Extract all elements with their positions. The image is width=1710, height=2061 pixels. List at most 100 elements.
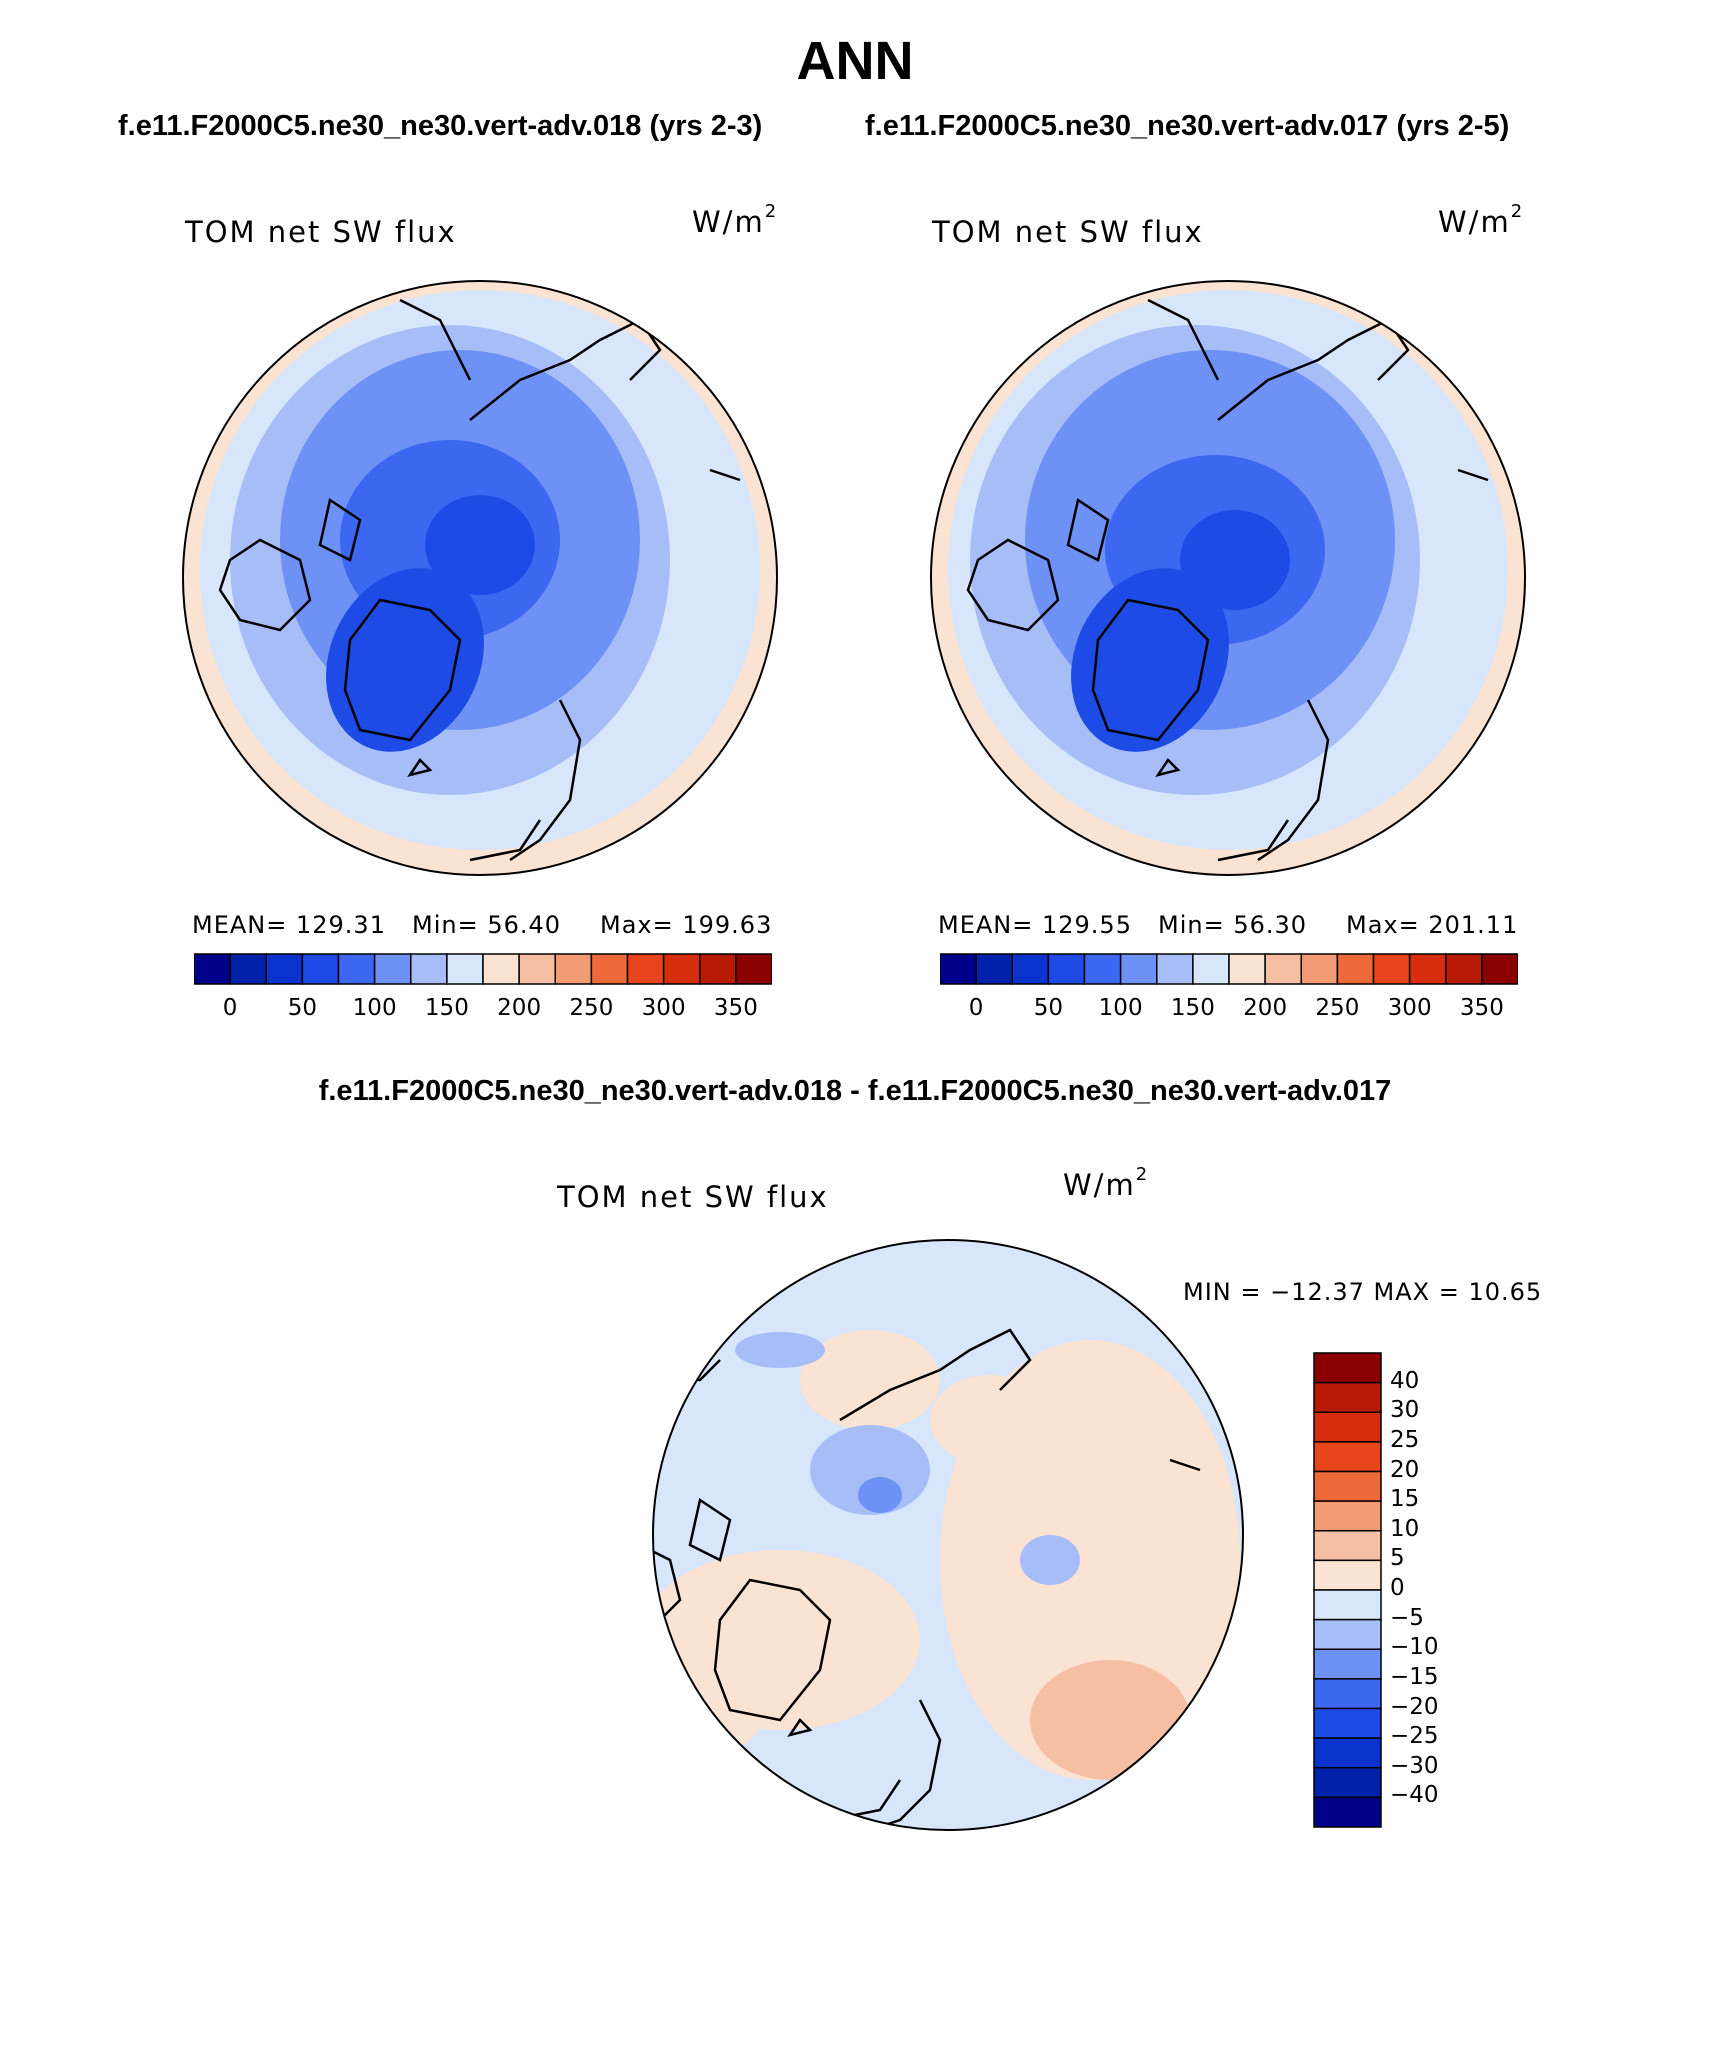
colorbar-swatch <box>1445 953 1483 985</box>
colorbar-swatch <box>1481 953 1518 985</box>
diff-colorbar-swatch <box>1313 1767 1382 1799</box>
colorbar-tick-label: 300 <box>1387 995 1432 1021</box>
colorbar-swatch <box>1083 953 1122 985</box>
diff-colorbar-swatch <box>1313 1796 1382 1828</box>
colorbar-swatch <box>446 953 484 985</box>
colorbar-tick-label: 150 <box>1170 995 1215 1021</box>
case-title-right: f.e11.F2000C5.ne30_ne30.vert-adv.017 (yr… <box>865 110 1510 142</box>
colorbar-swatch <box>1336 953 1375 985</box>
panel1-colorbar <box>194 953 772 985</box>
diff-colorbar-swatch <box>1313 1648 1382 1680</box>
diff-colorbar-tick-label: −40 <box>1390 1782 1439 1809</box>
colorbar-swatch <box>1119 953 1158 985</box>
colorbar-swatch <box>1156 953 1194 985</box>
colorbar-swatch <box>194 953 231 985</box>
case-title-left: f.e11.F2000C5.ne30_ne30.vert-adv.018 (yr… <box>118 110 763 142</box>
colorbar-tick-label: 350 <box>713 995 758 1021</box>
colorbar-swatch <box>482 953 520 985</box>
diff-colorbar-swatch <box>1313 1352 1382 1384</box>
diff-colorbar-tick-label: 10 <box>1390 1515 1420 1542</box>
colorbar-swatch <box>699 953 737 985</box>
diff-colorbar-tick-label: 0 <box>1390 1575 1405 1601</box>
panel2-colorbar <box>940 953 1518 985</box>
colorbar-tick-label: 200 <box>1243 995 1288 1021</box>
diff-colorbar-swatch <box>1313 1530 1382 1562</box>
colorbar-tick-label: 100 <box>352 995 397 1021</box>
panel1-variable-label: TOM net SW flux <box>185 215 457 249</box>
diff-colorbar-tick-label: −20 <box>1390 1693 1439 1720</box>
panel2-max: Max= 201.11 <box>1346 911 1519 939</box>
diff-colorbar-tick-label: 15 <box>1390 1486 1420 1513</box>
colorbar-swatch <box>975 953 1013 985</box>
colorbar-tick-label: 150 <box>424 995 469 1021</box>
diff-colorbar-tick-label: 40 <box>1390 1367 1420 1394</box>
colorbar-swatch <box>1264 953 1302 985</box>
diff-colorbar-swatch <box>1313 1500 1382 1532</box>
diff-colorbar-swatch <box>1313 1618 1382 1650</box>
diff-map <box>652 1239 1244 1831</box>
colorbar-swatch <box>1408 953 1447 985</box>
colorbar-swatch <box>265 953 304 985</box>
colorbar-swatch <box>1228 953 1266 985</box>
diff-colorbar-tick-label: −5 <box>1390 1604 1424 1631</box>
colorbar-tick-label: 200 <box>497 995 542 1021</box>
diff-minmax: MIN = −12.37 MAX = 10.65 <box>1183 1278 1543 1306</box>
diff-colorbar-tick-label: 20 <box>1390 1456 1420 1483</box>
colorbar-swatch <box>735 953 772 985</box>
diff-colorbar-swatch <box>1313 1441 1382 1473</box>
panel2-mean: MEAN= 129.55 <box>938 911 1132 939</box>
colorbar-swatch <box>1011 953 1050 985</box>
panel1-min: Min= 56.40 <box>412 911 562 939</box>
colorbar-swatch <box>662 953 701 985</box>
colorbar-tick-label: 350 <box>1459 995 1504 1021</box>
diff-colorbar-tick-label: −30 <box>1390 1752 1439 1779</box>
diff-colorbar-tick-label: 25 <box>1390 1426 1420 1453</box>
panel1-max: Max= 199.63 <box>600 911 773 939</box>
diff-colorbar-swatch <box>1313 1707 1382 1739</box>
panel2-map <box>930 280 1526 876</box>
colorbar-swatch <box>590 953 629 985</box>
colorbar-swatch <box>518 953 556 985</box>
colorbar-tick-label: 100 <box>1098 995 1143 1021</box>
diff-colorbar <box>1313 1352 1382 1828</box>
colorbar-swatch <box>337 953 376 985</box>
diff-colorbar-swatch <box>1313 1589 1382 1621</box>
colorbar-tick-label: 250 <box>569 995 614 1021</box>
diff-title: f.e11.F2000C5.ne30_ne30.vert-adv.018 - f… <box>318 1075 1392 1107</box>
diff-units: W/m2 <box>1063 1164 1150 1202</box>
diff-colorbar-swatch <box>1313 1470 1382 1502</box>
panel1-mean: MEAN= 129.31 <box>192 911 386 939</box>
colorbar-tick-label: 50 <box>287 995 318 1021</box>
colorbar-tick-label: 0 <box>222 995 238 1021</box>
diff-colorbar-tick-label: −25 <box>1390 1723 1439 1750</box>
diff-colorbar-tick-label: −10 <box>1390 1634 1439 1661</box>
figure-title: ANN <box>796 31 914 91</box>
colorbar-tick-label: 300 <box>641 995 686 1021</box>
colorbar-tick-label: 0 <box>968 995 984 1021</box>
diff-colorbar-swatch <box>1313 1737 1382 1769</box>
panel1-map <box>182 280 778 876</box>
panel1-units: W/m2 <box>692 201 779 239</box>
diff-colorbar-swatch <box>1313 1678 1382 1710</box>
diff-colorbar-swatch <box>1313 1559 1382 1591</box>
colorbar-swatch <box>1372 953 1411 985</box>
diff-colorbar-tick-label: −15 <box>1390 1663 1439 1690</box>
panel2-units: W/m2 <box>1438 201 1525 239</box>
colorbar-tick-label: 50 <box>1033 995 1064 1021</box>
colorbar-swatch <box>626 953 665 985</box>
panel2-variable-label: TOM net SW flux <box>932 215 1204 249</box>
colorbar-swatch <box>229 953 267 985</box>
colorbar-swatch <box>554 953 593 985</box>
colorbar-swatch <box>410 953 448 985</box>
colorbar-swatch <box>1047 953 1086 985</box>
panel2-min: Min= 56.30 <box>1158 911 1308 939</box>
diff-colorbar-swatch <box>1313 1411 1382 1443</box>
colorbar-swatch <box>301 953 340 985</box>
colorbar-swatch <box>1300 953 1339 985</box>
colorbar-swatch <box>1192 953 1230 985</box>
diff-colorbar-swatch <box>1313 1381 1382 1413</box>
colorbar-swatch <box>373 953 412 985</box>
diff-variable-label: TOM net SW flux <box>557 1180 829 1214</box>
colorbar-tick-label: 250 <box>1315 995 1360 1021</box>
